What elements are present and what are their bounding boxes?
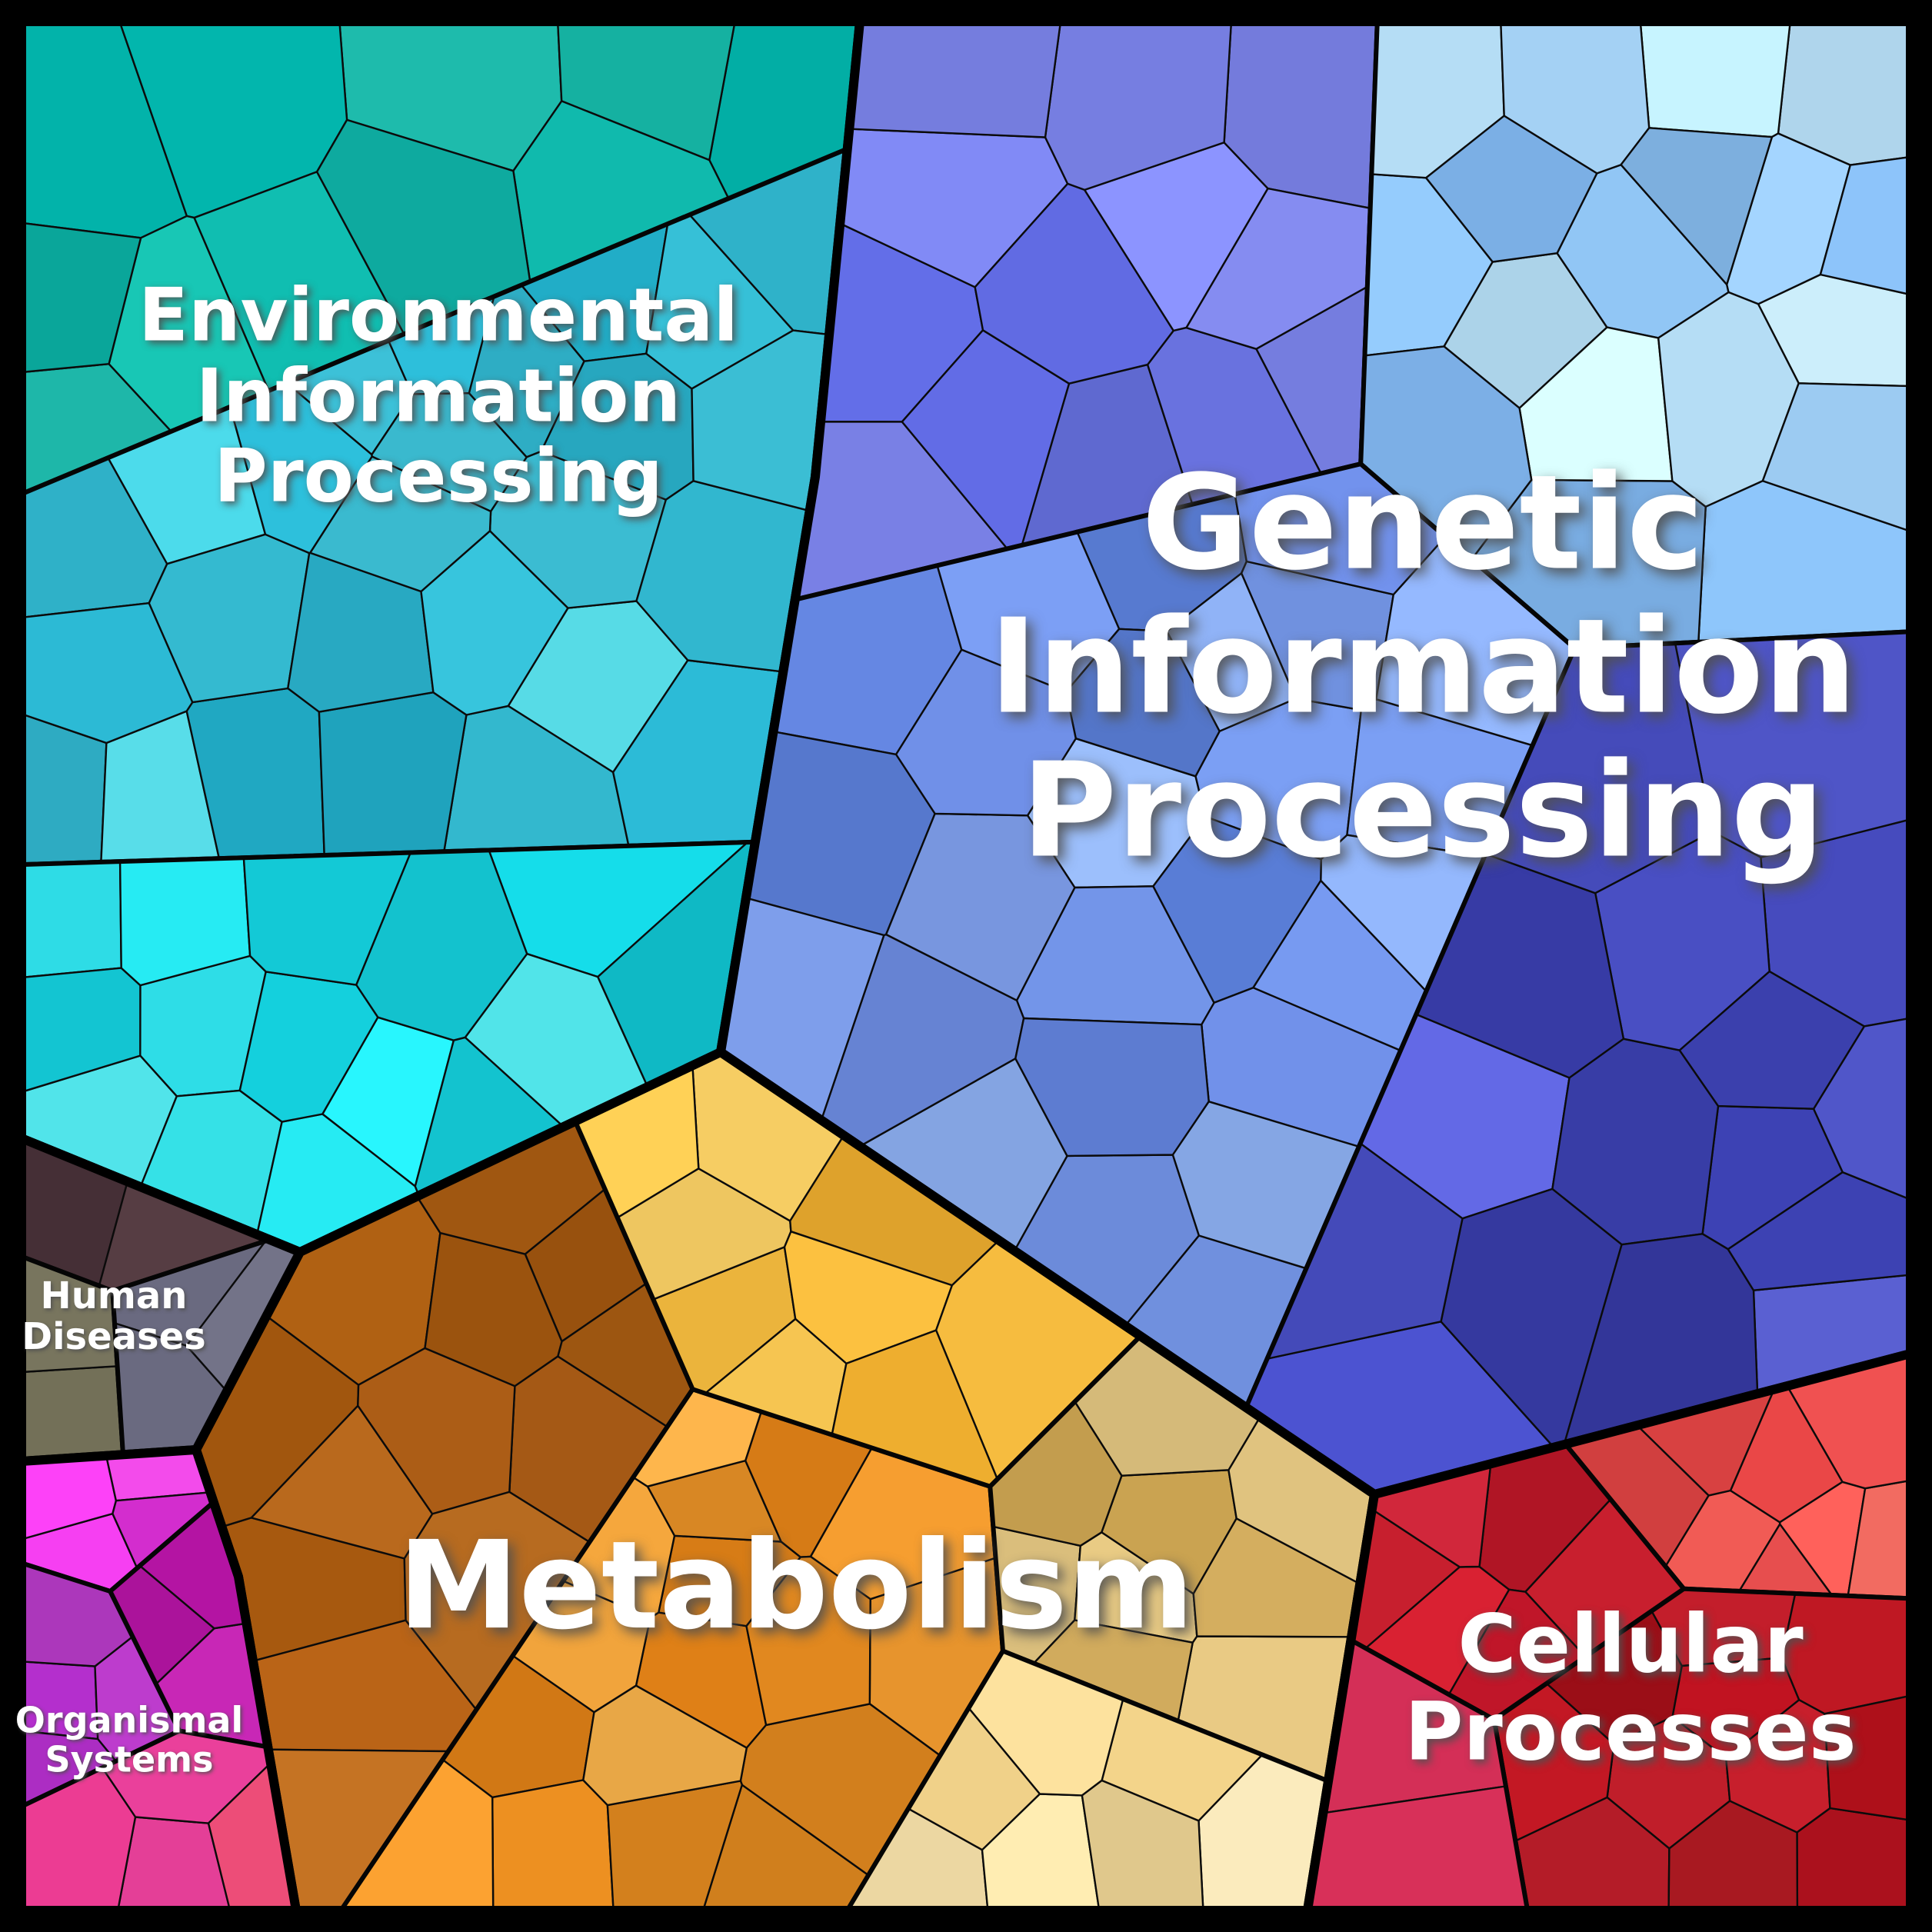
- region-genetic-information-processing: [716, 17, 1915, 1499]
- region-environmental-information-processing: [17, 17, 864, 1257]
- region-human-diseases: [17, 1134, 305, 1466]
- region-cellular-processes: [1303, 1349, 1915, 1915]
- region-organismal-systems: [17, 1445, 301, 1915]
